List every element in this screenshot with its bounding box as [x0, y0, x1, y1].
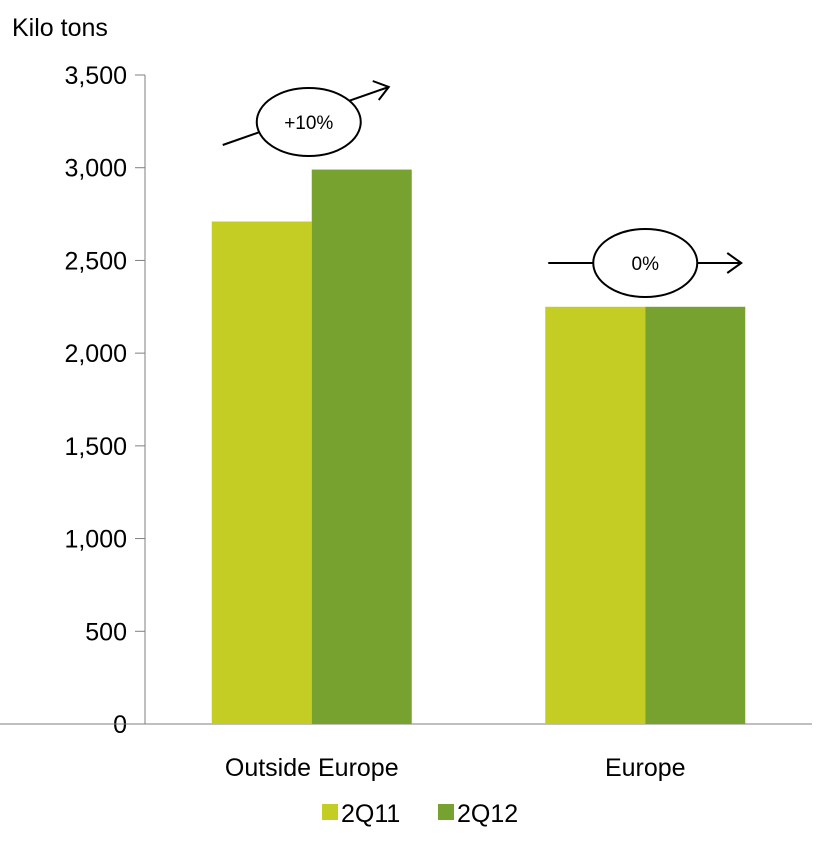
annotation-text: 0%	[632, 254, 660, 275]
y-tick-label: 2,000	[64, 340, 127, 368]
category-label: Europe	[605, 754, 686, 782]
legend-swatch	[438, 804, 454, 820]
legend-label: 2Q11	[341, 800, 400, 828]
y-tick-label: 3,000	[64, 155, 127, 183]
bars	[211, 169, 746, 724]
bar-2q11-outside-europe	[211, 221, 312, 724]
y-tick-label: 1,500	[64, 433, 127, 461]
legend-label: 2Q12	[457, 800, 518, 828]
y-tick-label: 3,500	[64, 62, 127, 90]
unit-label: Kilo tons	[12, 14, 108, 42]
legend: 2Q11 2Q12	[322, 800, 518, 828]
bar-2q11-europe	[545, 306, 646, 724]
x-axis-labels: Outside Europe Europe	[225, 754, 686, 782]
y-tick-label: 500	[85, 618, 127, 646]
category-label: Outside Europe	[225, 754, 399, 782]
y-axis: 0 500 1,000 1,500 2,000 2,500 3,000 3,500	[0, 62, 812, 739]
bar-2q12-europe	[645, 306, 746, 724]
arrow-head-icon	[372, 80, 391, 101]
annotation-europe: 0%	[548, 228, 743, 298]
annotation-outside-europe: +10%	[222, 80, 391, 157]
annotations: +10% 0%	[222, 80, 743, 298]
legend-swatch	[322, 804, 338, 820]
bar-2q12-outside-europe	[311, 169, 412, 724]
arrow-head-icon	[726, 252, 743, 274]
y-tick-label: 0	[113, 711, 127, 739]
annotation-bubble	[255, 87, 362, 157]
y-tick-label: 2,500	[64, 247, 127, 275]
annotation-bubble	[592, 228, 699, 298]
y-tick-label: 1,000	[64, 526, 127, 554]
annotation-text: +10%	[284, 113, 333, 134]
